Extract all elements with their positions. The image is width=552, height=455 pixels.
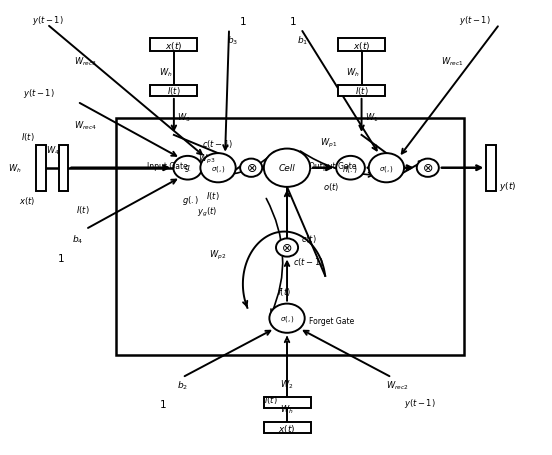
Text: $W_{p2}$: $W_{p2}$ [209, 248, 227, 261]
Bar [338, 85, 385, 96]
Text: $I(t)$: $I(t)$ [167, 85, 181, 97]
Circle shape [269, 304, 305, 333]
Circle shape [240, 159, 262, 177]
Circle shape [264, 149, 310, 187]
Text: $b_1$: $b_1$ [297, 35, 308, 47]
Text: $x(t)$: $x(t)$ [278, 422, 296, 434]
Text: $b_4$: $b_4$ [72, 233, 83, 245]
Text: $W_1$: $W_1$ [365, 111, 378, 124]
Text: $W_h$: $W_h$ [8, 162, 22, 175]
Bar [150, 39, 198, 52]
Text: $x(t)$: $x(t)$ [165, 40, 183, 51]
Bar [116, 118, 464, 355]
Text: $1$: $1$ [57, 251, 65, 263]
Text: $\sigma(,)$: $\sigma(,)$ [379, 163, 394, 173]
Text: $y(t-1)$: $y(t-1)$ [404, 396, 436, 409]
Text: $b_3$: $b_3$ [227, 35, 238, 47]
Text: $y(t)$: $y(t)$ [499, 180, 517, 193]
Text: $1$: $1$ [159, 397, 167, 409]
Circle shape [417, 159, 439, 177]
Text: $W_{p3}$: $W_{p3}$ [198, 153, 216, 166]
Text: $W_4$: $W_4$ [46, 144, 59, 157]
Text: $b_2$: $b_2$ [177, 378, 188, 391]
Text: $W_{rec4}$: $W_{rec4}$ [74, 119, 97, 131]
Text: $g_.$: $g_.$ [184, 163, 192, 174]
Text: $y(t-1)$: $y(t-1)$ [32, 14, 64, 27]
Text: $g(.)$: $g(.)$ [182, 194, 199, 207]
Bar [264, 397, 310, 409]
Text: $x(t)$: $x(t)$ [19, 194, 36, 206]
Text: $W_h$: $W_h$ [347, 66, 360, 79]
Circle shape [369, 154, 404, 183]
Text: $W_{rec2}$: $W_{rec2}$ [386, 378, 409, 391]
Text: $y(t-1)$: $y(t-1)$ [23, 87, 55, 100]
Text: $I(t)$: $I(t)$ [355, 85, 368, 97]
Circle shape [200, 154, 236, 183]
Text: $c(t)$: $c(t)$ [301, 233, 317, 245]
Text: $h(.)$: $h(.)$ [342, 162, 359, 174]
Circle shape [276, 239, 298, 257]
Text: $\sigma(,)$: $\sigma(,)$ [279, 313, 295, 324]
Bar [59, 146, 68, 191]
Text: $f(t)$: $f(t)$ [277, 285, 291, 297]
Text: $1$: $1$ [289, 15, 296, 26]
Text: $1$: $1$ [239, 15, 247, 26]
Text: $c(t-1)$: $c(t-1)$ [294, 256, 325, 268]
Circle shape [173, 157, 202, 180]
Bar [36, 146, 46, 191]
Text: $\otimes$: $\otimes$ [422, 162, 433, 175]
Text: Forget Gate: Forget Gate [309, 316, 354, 325]
Bar [338, 39, 385, 52]
Text: Cell: Cell [279, 164, 295, 173]
Circle shape [336, 157, 365, 180]
Text: $o(t)$: $o(t)$ [323, 181, 339, 192]
Bar [150, 85, 198, 96]
Text: $I(t)$: $I(t)$ [263, 393, 277, 405]
Text: $W_{rec3}$: $W_{rec3}$ [74, 55, 97, 68]
Text: $W_h$: $W_h$ [280, 402, 294, 415]
Text: $W_2$: $W_2$ [280, 377, 294, 390]
Text: $W_{p1}$: $W_{p1}$ [320, 137, 337, 150]
Text: $y_g(t)$: $y_g(t)$ [197, 205, 217, 218]
Text: $I(t)$: $I(t)$ [206, 190, 219, 202]
Bar [264, 422, 310, 433]
Text: $c(t-1)$: $c(t-1)$ [203, 137, 233, 149]
Text: $\otimes$: $\otimes$ [282, 242, 293, 254]
Text: Input Gate: Input Gate [147, 162, 188, 171]
Text: $\sigma(,)$: $\sigma(,)$ [210, 163, 226, 173]
Text: $W_{rec1}$: $W_{rec1}$ [441, 55, 464, 68]
Text: $I(t)$: $I(t)$ [76, 203, 89, 215]
Text: Output Gate: Output Gate [309, 162, 356, 171]
Text: $W_3$: $W_3$ [177, 111, 190, 124]
Text: $I(t)$: $I(t)$ [21, 131, 34, 142]
Text: $x(t)$: $x(t)$ [353, 40, 370, 51]
Bar [486, 146, 496, 191]
Text: $W_h$: $W_h$ [159, 66, 172, 79]
Text: $\otimes$: $\otimes$ [246, 162, 257, 175]
Text: $y(t-1)$: $y(t-1)$ [459, 14, 491, 27]
